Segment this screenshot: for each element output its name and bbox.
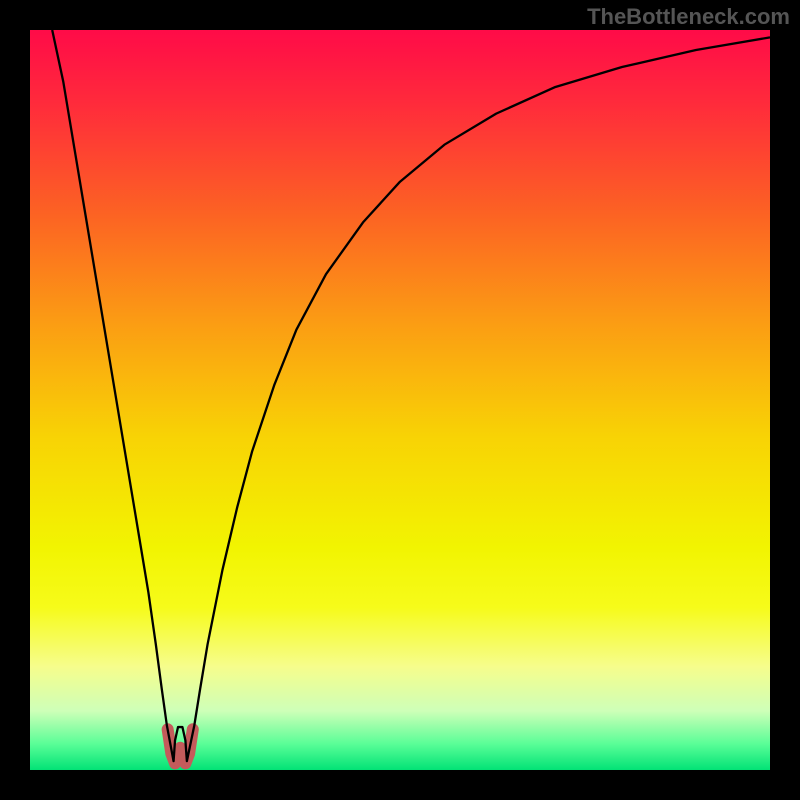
bottleneck-chart <box>0 0 800 800</box>
plot-gradient <box>30 30 770 770</box>
chart-stage: TheBottleneck.com <box>0 0 800 800</box>
